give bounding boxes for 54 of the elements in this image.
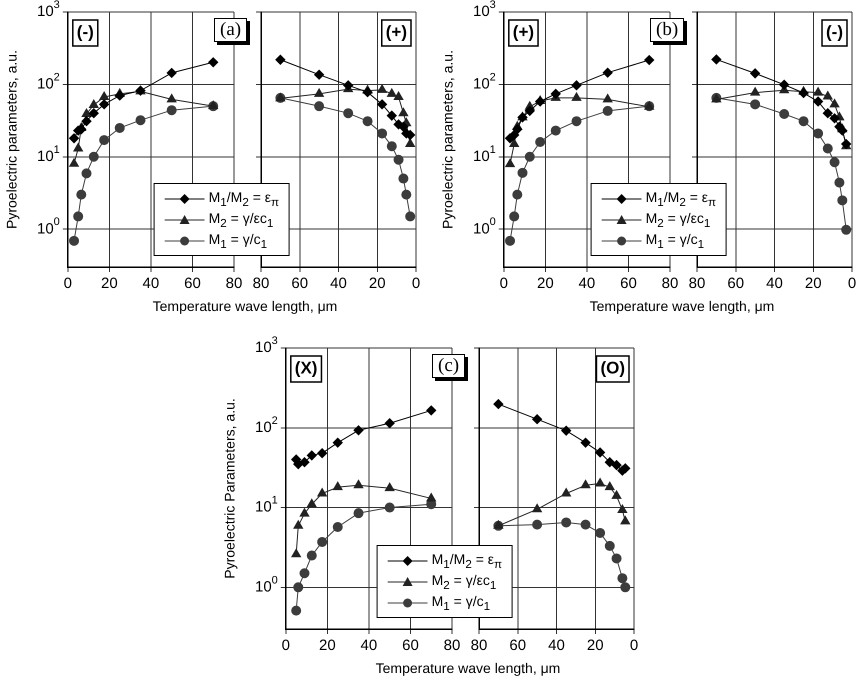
- legend-label: M$_{1}$/M$_{2}$ = ε$_{π}$: [208, 188, 280, 208]
- chart-title: (c): [432, 354, 466, 378]
- x-tick-label: 60: [184, 275, 201, 292]
- x-tick-label: 20: [537, 275, 554, 292]
- x-tick-label: 0: [412, 275, 420, 292]
- annotation: (-): [826, 22, 843, 42]
- legend-label: M$_{2}$ = γ/εc$_{1}$: [208, 210, 274, 230]
- x-axis-title: Temperature wave length, μm: [152, 298, 338, 314]
- x-tick-label: 20: [368, 275, 386, 292]
- x-tick-label: 80: [688, 275, 706, 292]
- legend-label: M$_{1}$ = γ/c$_{1}$: [208, 230, 268, 250]
- x-tick-label: 60: [620, 275, 637, 292]
- x-axis-title: Temperature wave length, μm: [588, 298, 776, 314]
- x-tick-label: 0: [500, 275, 508, 292]
- x-tick-label: 80: [444, 637, 460, 654]
- x-axis-title: Temperature wave length, μm: [374, 660, 562, 676]
- x-tick-label: 40: [578, 275, 596, 292]
- annotation: (+): [386, 22, 407, 42]
- x-tick-label: 40: [548, 637, 565, 654]
- legend-label: M$_{1}$/M$_{2}$ = ε$_{π}$: [646, 188, 716, 208]
- legend-label: M$_{1}$ = γ/c$_{1}$: [646, 230, 704, 250]
- x-tick-label: 0: [64, 275, 72, 292]
- x-tick-label: 60: [509, 637, 526, 654]
- x-tick-label: 20: [101, 275, 118, 292]
- y-axis-title: Pyroelectric parameters, a.u.: [439, 50, 456, 229]
- x-tick-label: 80: [662, 275, 678, 292]
- y-axis-title: Pyroelectric parameters, a.u.: [3, 50, 20, 229]
- x-tick-label: 80: [252, 275, 270, 292]
- annotation: (+): [512, 22, 534, 42]
- x-tick-label: 40: [360, 637, 378, 654]
- chart-title: (b): [650, 18, 684, 42]
- x-tick-label: 80: [226, 275, 242, 292]
- x-tick-label: 20: [804, 275, 822, 292]
- x-tick-label: 20: [586, 637, 604, 654]
- legend-label: M$_{1}$ = γ/c$_{1}$: [432, 592, 490, 612]
- annotation: (O): [600, 358, 625, 378]
- x-tick-label: 60: [402, 637, 419, 654]
- x-tick-label: 40: [330, 275, 347, 292]
- x-tick-label: 0: [630, 637, 638, 654]
- y-axis-title: Pyroelectric Parameters, a.u.: [221, 398, 238, 579]
- x-tick-label: 40: [142, 275, 160, 292]
- annotation: (-): [76, 22, 94, 42]
- x-tick-label: 60: [291, 275, 308, 292]
- x-tick-label: 0: [848, 275, 856, 292]
- legend-label: M$_{1}$/M$_{2}$ = ε$_{π}$: [432, 550, 502, 570]
- legend-label: M$_{2}$ = γ/εc$_{1}$: [432, 572, 496, 592]
- x-tick-label: 40: [766, 275, 783, 292]
- legend-label: M$_{2}$ = γ/εc$_{1}$: [646, 210, 710, 230]
- x-tick-label: 0: [282, 637, 290, 654]
- x-tick-label: 60: [727, 275, 744, 292]
- chart-title: (a): [214, 18, 248, 42]
- annotation: (X): [294, 358, 318, 378]
- x-tick-label: 20: [319, 637, 336, 654]
- x-tick-label: 80: [470, 637, 488, 654]
